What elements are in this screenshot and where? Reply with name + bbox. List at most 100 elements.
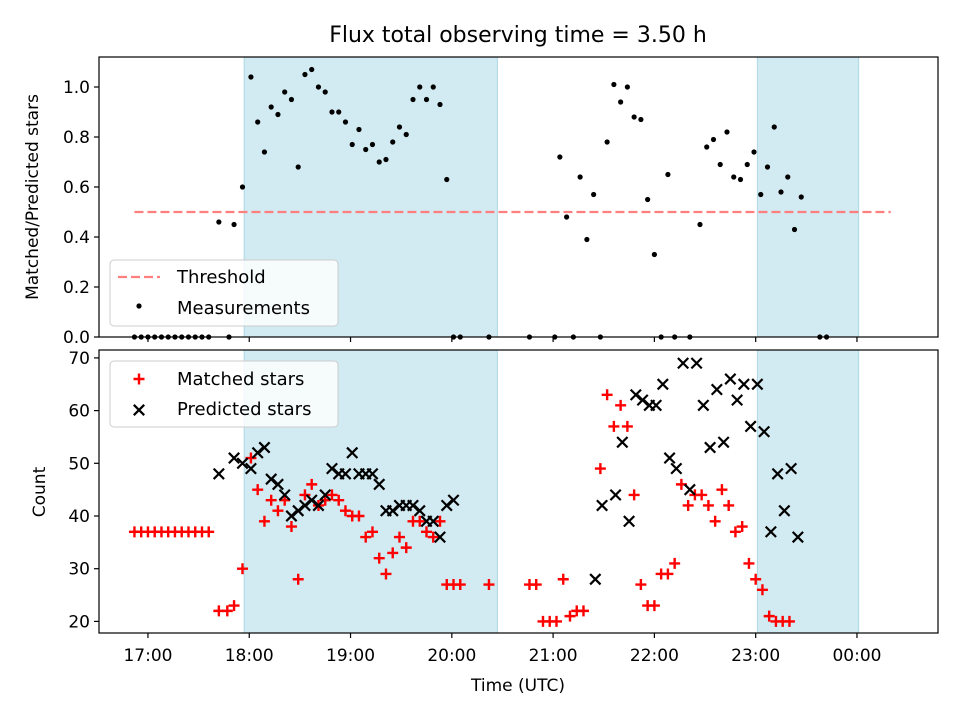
measurement-point xyxy=(403,131,409,138)
measurement-point xyxy=(356,126,362,133)
measurement-point xyxy=(396,124,403,130)
matched-star-point xyxy=(621,420,633,432)
measurement-point xyxy=(336,109,342,115)
measurement-point xyxy=(724,129,730,135)
measurement-point xyxy=(645,196,651,203)
measurement-point xyxy=(604,139,610,145)
predicted-star-point xyxy=(731,394,744,407)
predicted-star-point xyxy=(373,478,386,491)
predicted-star-point xyxy=(413,504,426,517)
legend-predicted-label: Predicted stars xyxy=(177,399,311,420)
matched-star-point xyxy=(258,515,270,527)
matched-star-point xyxy=(252,484,264,496)
measurement-point xyxy=(584,236,590,243)
bottom-y-tick-label: 70 xyxy=(68,349,90,369)
measurement-point xyxy=(697,221,703,228)
matched-star-point xyxy=(272,505,284,517)
top-y-axis-label: Matched/Predicted stars xyxy=(23,94,43,300)
predicted-star-point xyxy=(710,383,723,396)
predicted-star-point xyxy=(683,483,696,496)
predicted-star-point xyxy=(366,467,379,480)
measurement-point xyxy=(322,89,328,95)
measurement-point xyxy=(282,89,288,95)
measurement-point xyxy=(275,111,281,118)
matched-star-point xyxy=(366,526,378,538)
bottom-legend-box xyxy=(109,360,339,428)
predicted-star-point xyxy=(785,462,798,475)
matched-star-point xyxy=(557,573,569,585)
measurement-point xyxy=(444,176,450,183)
matched-star-point xyxy=(662,568,674,580)
legend-measurements-swatch xyxy=(136,303,142,309)
matched-star-point xyxy=(709,515,721,527)
bottom-legend: Matched stars Predicted stars xyxy=(109,360,339,428)
legend-predicted-marker xyxy=(133,404,145,416)
measurement-point xyxy=(376,159,382,165)
matched-star-point xyxy=(203,526,215,538)
predicted-star-point xyxy=(434,531,446,544)
measurement-point xyxy=(591,191,597,198)
top-y-tick-label: 0.6 xyxy=(63,178,90,198)
measurement-point xyxy=(288,96,295,103)
top-panel: 0.0 0.2 0.4 0.6 0.8 1.0 Matched/Predicted sta… xyxy=(23,56,939,348)
matched-star-point xyxy=(221,605,233,617)
predicted-star-point xyxy=(244,462,257,475)
measurement-point xyxy=(771,124,777,130)
bottom-y-ticks: 20 30 40 50 60 70 xyxy=(68,349,99,632)
measurement-point xyxy=(557,154,563,160)
top-legend: Threshold Measurements xyxy=(109,259,339,327)
matched-star-point xyxy=(339,505,351,517)
measurement-point xyxy=(751,149,757,155)
measurement-point xyxy=(231,221,237,228)
predicted-star-point xyxy=(737,378,750,391)
measurement-point xyxy=(731,174,737,180)
x-tick-label: 22:00 xyxy=(630,646,679,666)
matched-star-point xyxy=(228,600,240,612)
legend-threshold-label: Threshold xyxy=(176,267,266,288)
predicted-star-point xyxy=(758,425,771,438)
matched-star-point xyxy=(601,389,613,401)
measurement-point xyxy=(268,104,274,110)
matched-star-point xyxy=(319,494,331,506)
matched-star-point xyxy=(414,515,426,527)
measurement-point xyxy=(383,156,389,163)
measurement-point xyxy=(564,214,570,220)
top-y-ticks: 0.0 0.2 0.4 0.6 0.8 1.0 xyxy=(63,78,99,348)
predicted-star-point xyxy=(771,467,784,480)
measurement-point xyxy=(704,144,710,150)
measurement-point xyxy=(624,84,630,90)
bottom-y-tick-label: 50 xyxy=(68,454,90,474)
x-tick-label: 18:00 xyxy=(225,646,274,666)
matched-star-point xyxy=(608,420,620,432)
predicted-star-point xyxy=(764,525,777,538)
matched-star-point xyxy=(483,579,495,591)
chart-title: Flux total observing time = 3.50 h xyxy=(329,23,707,48)
matched-star-point xyxy=(454,579,466,591)
measurement-point xyxy=(239,184,246,190)
predicted-star-point xyxy=(690,357,703,370)
measurement-point xyxy=(417,84,423,90)
measurement-point xyxy=(261,149,268,155)
predicted-star-point xyxy=(663,452,676,465)
top-y-tick-label: 0.4 xyxy=(63,228,90,248)
matched-star-point xyxy=(702,499,714,511)
legend-predicted-swatch xyxy=(133,404,145,416)
measurement-point xyxy=(342,119,349,125)
measurement-point xyxy=(611,81,617,88)
measurement-point xyxy=(758,191,764,198)
measurement-point xyxy=(248,74,254,80)
x-axis-label: Time (UTC) xyxy=(470,676,565,696)
matched-star-point xyxy=(306,478,318,490)
x-tick-label: 00:00 xyxy=(832,646,881,666)
predicted-star-point xyxy=(319,488,332,501)
predicted-star-point xyxy=(609,488,622,501)
legend-matched-label: Matched stars xyxy=(177,369,304,390)
bottom-y-tick-label: 40 xyxy=(68,507,90,527)
top-shaded-span xyxy=(756,56,860,338)
measurement-point xyxy=(295,164,301,170)
measurement-point xyxy=(710,136,717,143)
measurement-point xyxy=(577,174,583,180)
measurement-point xyxy=(631,114,637,120)
measurement-point xyxy=(717,161,723,168)
predicted-star-point xyxy=(312,499,325,512)
